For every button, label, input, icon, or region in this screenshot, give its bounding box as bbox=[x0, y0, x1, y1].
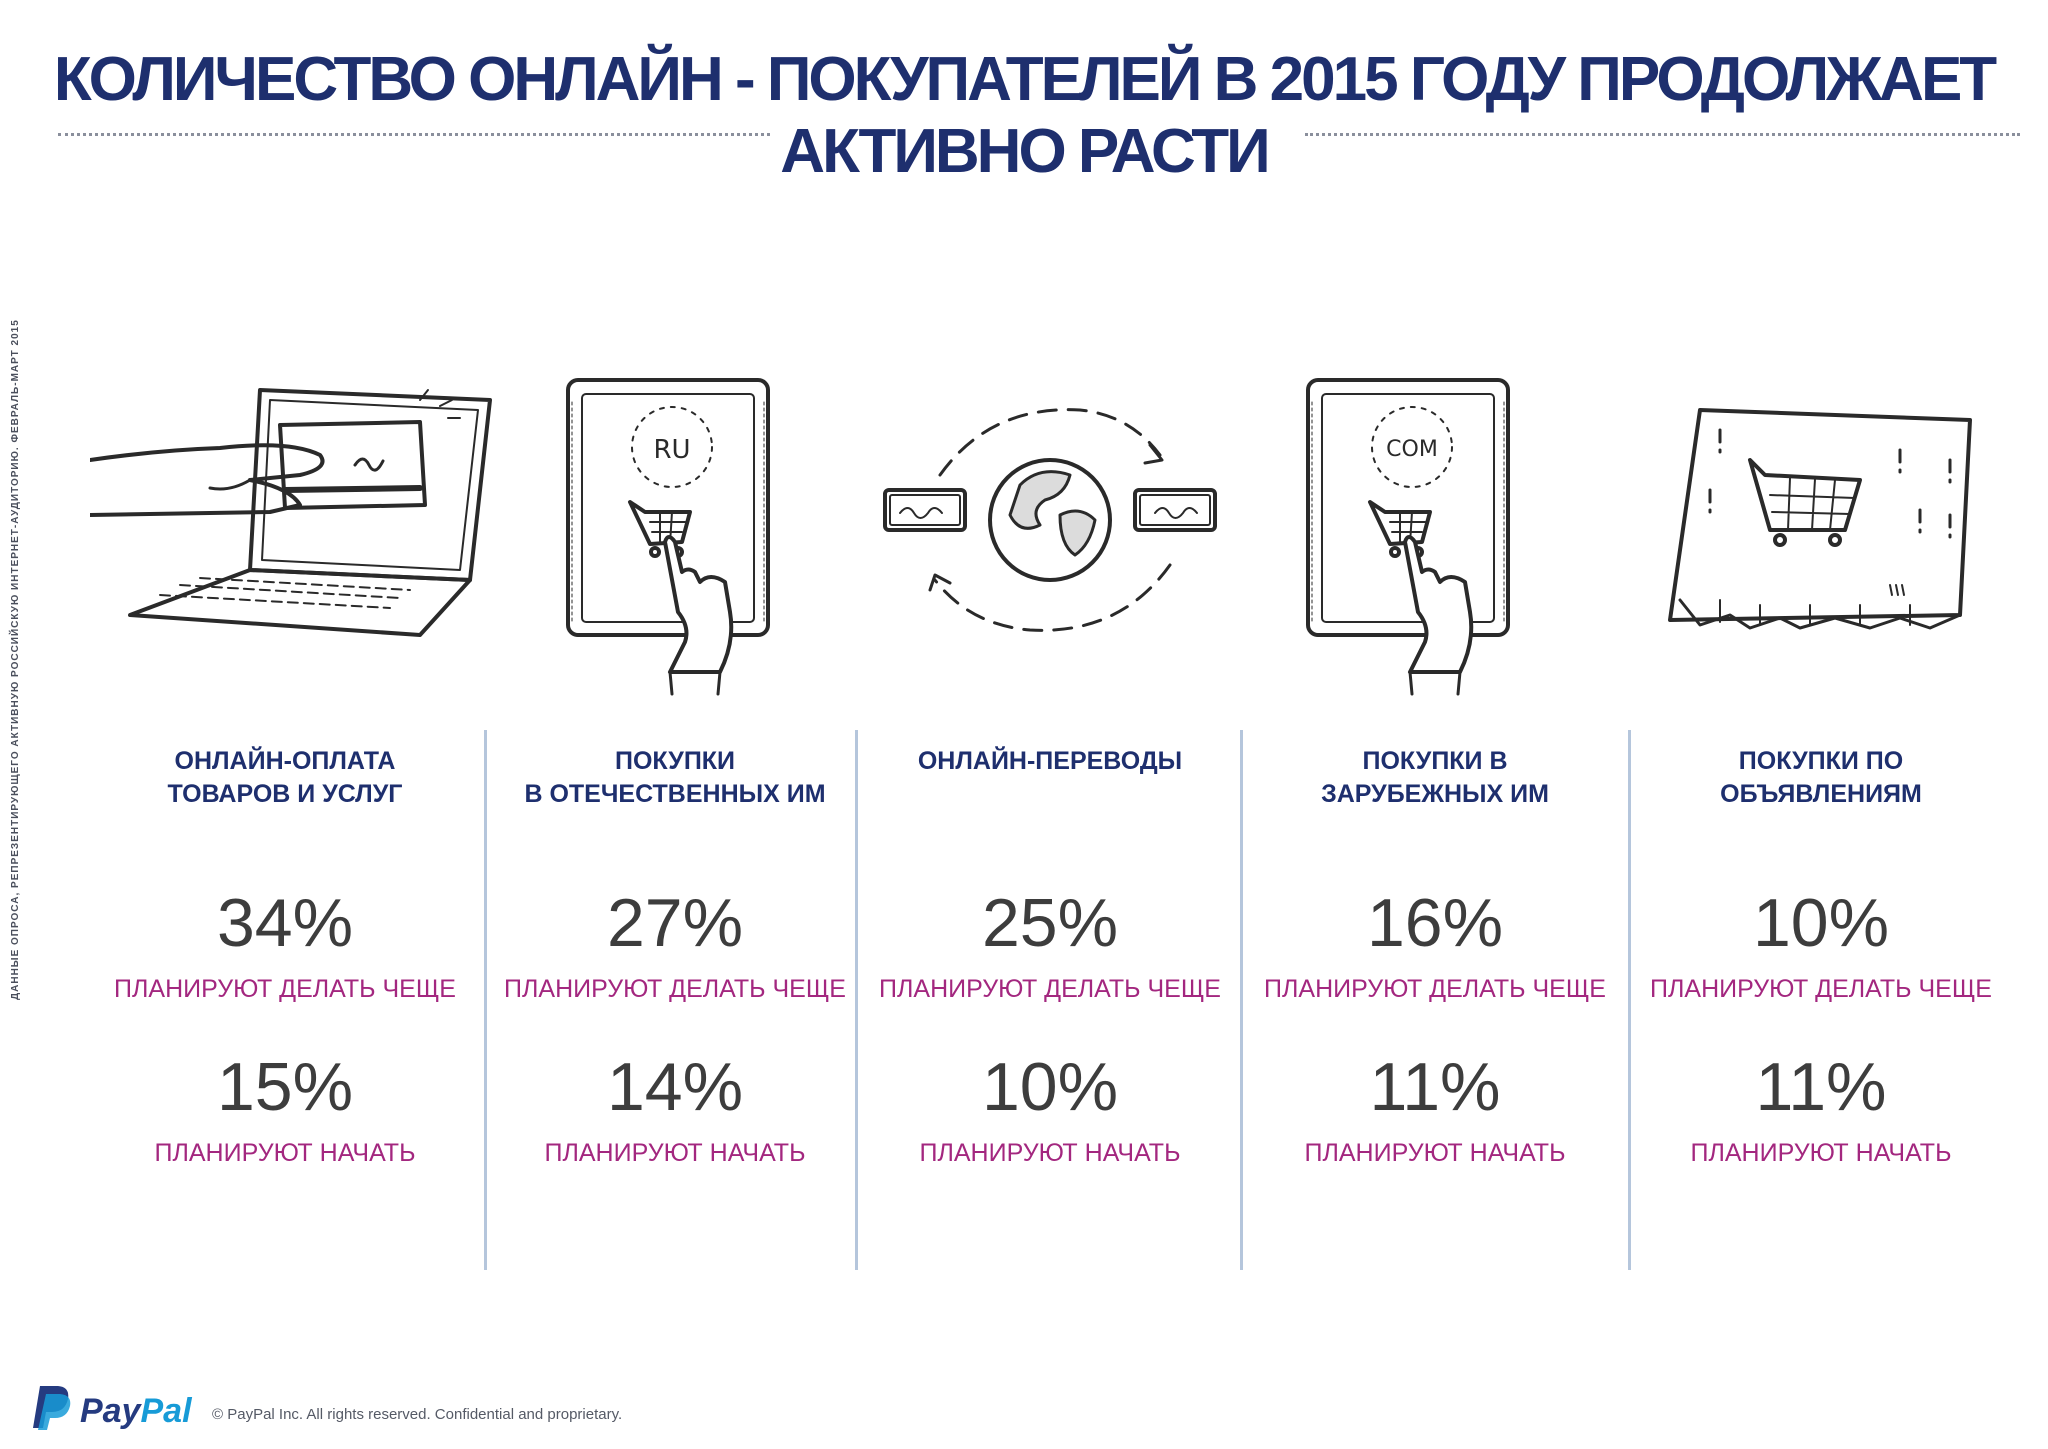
start-label: ПЛАНИРУЮТ НАЧАТЬ bbox=[919, 1139, 1181, 1167]
column-separator-3 bbox=[1240, 730, 1243, 1270]
title-rule-right bbox=[1305, 133, 2020, 136]
start-label: ПЛАНИРУЮТ НАЧАТЬ bbox=[1690, 1139, 1952, 1167]
category-title: ПОКУПКИ В ОТЕЧЕСТВЕННЫХ ИМ bbox=[524, 747, 826, 808]
start-label: ПЛАНИРУЮТ НАЧАТЬ bbox=[544, 1139, 806, 1167]
more-often-percent: 16% bbox=[1366, 885, 1504, 961]
more-often-percent: 25% bbox=[981, 885, 1119, 961]
column-separator-4 bbox=[1628, 730, 1631, 1270]
start-label: ПЛАНИРУЮТ НАЧАТЬ bbox=[1304, 1139, 1566, 1167]
more-often-percent: 10% bbox=[1752, 885, 1890, 961]
start-percent: 14% bbox=[606, 1049, 744, 1125]
page-title: КОЛИЧЕСТВО ОНЛАЙН - ПОКУПАТЕЛЕЙ В 2015 Г… bbox=[0, 44, 2048, 188]
tablet-com-shop-illustration: COM bbox=[1306, 378, 1510, 696]
stat-column-online-transfers: ОНЛАЙН-ПЕРЕВОДЫ 25% ПЛАНИРУЮТ ДЕЛАТЬ ЧЕЩ… bbox=[865, 745, 1235, 1169]
more-often-percent: 34% bbox=[216, 885, 354, 961]
more-often-label: ПЛАНИРУЮТ ДЕЛАТЬ ЧЕЩЕ bbox=[1264, 975, 1606, 1003]
stat-column-foreign-shops: ПОКУПКИ В ЗАРУБЕЖНЫХ ИМ 16% ПЛАНИРУЮТ ДЕ… bbox=[1250, 745, 1620, 1169]
stat-column-domestic-shops: ПОКУПКИ В ОТЕЧЕСТВЕННЫХ ИМ 27% ПЛАНИРУЮТ… bbox=[490, 745, 860, 1169]
category-title: ПОКУПКИ ПО ОБЪЯВЛЕНИЯМ bbox=[1720, 747, 1922, 808]
stat-column-classifieds: ПОКУПКИ ПО ОБЪЯВЛЕНИЯМ 10% ПЛАНИРУЮТ ДЕЛ… bbox=[1636, 745, 2006, 1169]
survey-note: ДАННЫЕ ОПРОСА, РЕПРЕЗЕНТИРУЮЩЕГО АКТИВНУ… bbox=[10, 319, 21, 1000]
more-often-label: ПЛАНИРУЮТ ДЕЛАТЬ ЧЕЩЕ bbox=[114, 975, 456, 1003]
more-often-label: ПЛАНИРУЮТ ДЕЛАТЬ ЧЕЩЕ bbox=[1650, 975, 1992, 1003]
copyright-text: © PayPal Inc. All rights reserved. Confi… bbox=[212, 1406, 623, 1423]
paypal-wordmark: PayPal bbox=[80, 1392, 192, 1430]
laptop-card-payment-illustration bbox=[90, 388, 492, 637]
tablet-ru-label: RU bbox=[653, 435, 690, 465]
start-percent: 10% bbox=[981, 1049, 1119, 1125]
start-label: ПЛАНИРУЮТ НАЧАТЬ bbox=[154, 1139, 416, 1167]
title-line-2: АКТИВНО РАСТИ bbox=[780, 117, 1270, 186]
paypal-logo-icon bbox=[33, 1386, 71, 1430]
stat-column-online-payment: ОНЛАЙН-ОПЛАТА ТОВАРОВ И УСЛУГ 34% ПЛАНИР… bbox=[100, 745, 470, 1169]
tablet-ru-shop-illustration: RU bbox=[566, 378, 770, 696]
more-often-percent: 27% bbox=[606, 885, 744, 961]
category-title: ПОКУПКИ В ЗАРУБЕЖНЫХ ИМ bbox=[1321, 747, 1549, 808]
start-percent: 15% bbox=[216, 1049, 354, 1125]
column-separator-1 bbox=[484, 730, 487, 1270]
title-line-1: КОЛИЧЕСТВО ОНЛАЙН - ПОКУПАТЕЛЕЙ В 2015 Г… bbox=[53, 45, 1997, 114]
more-often-label: ПЛАНИРУЮТ ДЕЛАТЬ ЧЕЩЕ bbox=[879, 975, 1221, 1003]
start-percent: 11% bbox=[1369, 1049, 1501, 1125]
online-transfer-globe-illustration bbox=[883, 408, 1217, 632]
more-often-label: ПЛАНИРУЮТ ДЕЛАТЬ ЧЕЩЕ bbox=[504, 975, 846, 1003]
start-percent: 11% bbox=[1755, 1049, 1887, 1125]
title-rule-left bbox=[58, 133, 770, 136]
column-separator-2 bbox=[855, 730, 858, 1270]
category-title: ОНЛАЙН-ПЕРЕВОДЫ bbox=[917, 747, 1183, 775]
category-title: ОНЛАЙН-ОПЛАТА ТОВАРОВ И УСЛУГ bbox=[167, 747, 403, 808]
classifieds-board-illustration bbox=[1668, 408, 1972, 630]
tablet-com-label: COM bbox=[1386, 437, 1438, 462]
